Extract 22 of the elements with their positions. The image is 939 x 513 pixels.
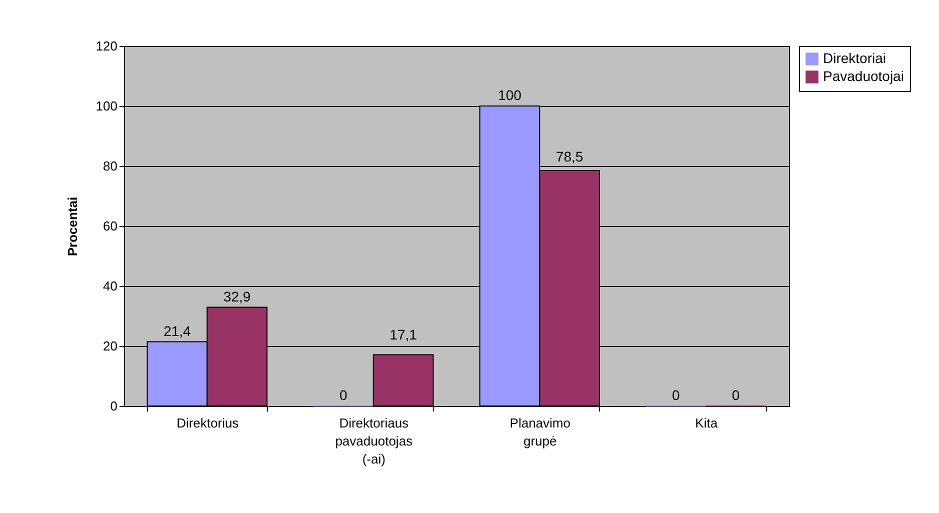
y-tick-label: 40 — [103, 278, 118, 294]
legend-label: Direktoriai — [823, 50, 886, 66]
data-label: 0 — [340, 387, 348, 403]
y-tick-label: 120 — [96, 38, 118, 54]
y-tick-label: 100 — [96, 98, 118, 114]
data-label: 0 — [672, 387, 680, 403]
data-label: 21,4 — [164, 322, 192, 339]
data-label: 32,9 — [223, 288, 251, 304]
x-tick-label: Direktoriaus pavaduotojas (-ai) — [335, 416, 414, 466]
y-tick-label: 20 — [103, 338, 118, 354]
data-label: 0 — [732, 387, 740, 403]
data-label: 17,1 — [390, 326, 418, 343]
x-tick-label: Kita — [695, 416, 718, 430]
data-label: 100 — [498, 87, 522, 103]
x-tick-label: Planavimo grupė — [510, 416, 570, 448]
x-tick-label: Direktorius — [176, 416, 240, 430]
y-axis-title: Procentai — [64, 196, 80, 256]
data-label: 78,5 — [556, 148, 584, 164]
legend-label: Pavaduotojai — [823, 68, 904, 84]
y-tick-label: 60 — [103, 218, 118, 234]
y-tick-label: 80 — [103, 158, 118, 174]
y-tick-label: 0 — [110, 398, 118, 414]
